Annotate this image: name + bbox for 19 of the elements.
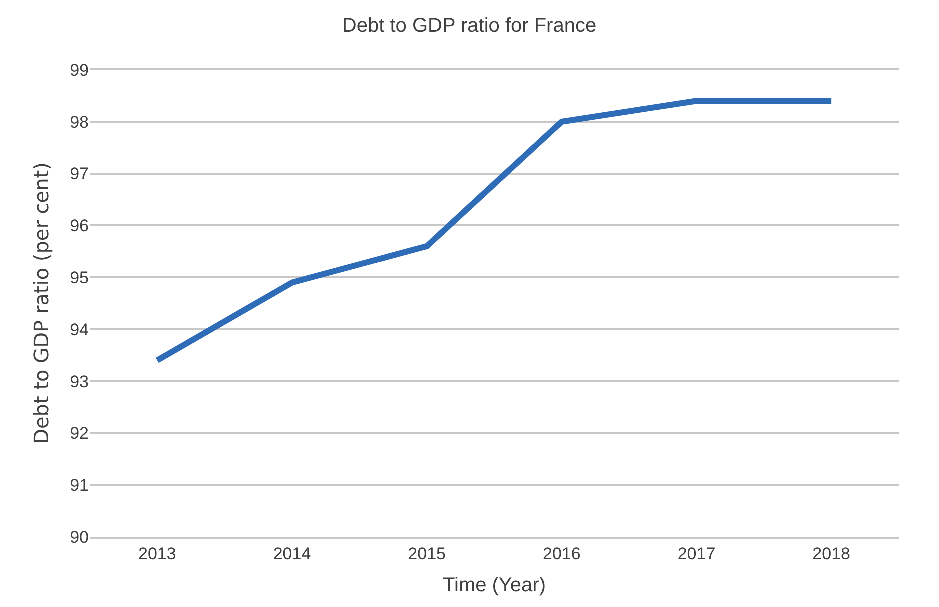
y-tick-label: 93 — [70, 372, 89, 392]
y-tick-label: 91 — [70, 476, 89, 496]
y-axis-title: Debt to GDP ratio (per cent) — [30, 162, 54, 444]
y-tick-label: 98 — [70, 112, 89, 132]
y-tick-label: 96 — [70, 216, 89, 236]
y-tick-label: 95 — [70, 268, 89, 288]
x-tick-label: 2016 — [543, 544, 581, 564]
x-tick-label: 2017 — [678, 544, 716, 564]
y-tick-label: 90 — [70, 528, 89, 547]
y-tick-label: 97 — [70, 164, 89, 184]
y-tick-label: 92 — [70, 424, 89, 444]
x-tick-label: 2014 — [273, 544, 312, 564]
chart-title: Debt to GDP ratio for France — [342, 15, 597, 38]
x-tick-label: 2015 — [408, 544, 446, 564]
y-tick-label: 94 — [70, 320, 89, 340]
x-axis-title: Time (Year) — [443, 574, 546, 596]
y-tick-label: 99 — [70, 60, 89, 80]
x-tick-label: 2013 — [138, 544, 176, 564]
x-tick-label: 2018 — [812, 544, 850, 564]
